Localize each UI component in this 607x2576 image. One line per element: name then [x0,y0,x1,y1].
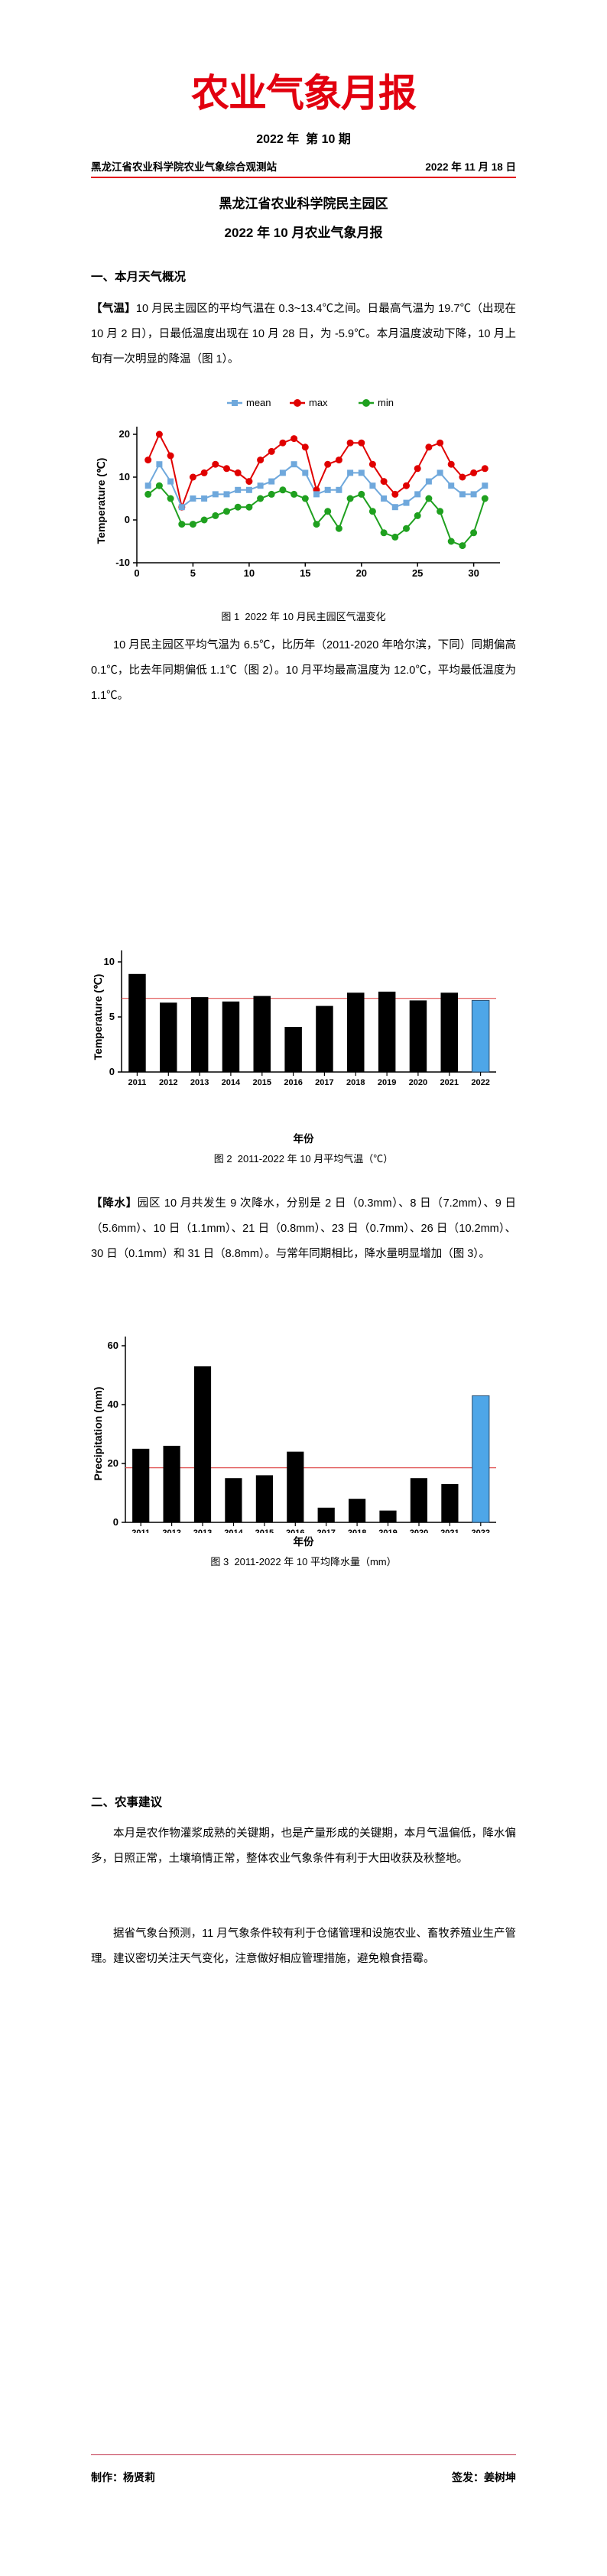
svg-text:-10: -10 [115,557,130,568]
svg-text:2020: 2020 [409,1078,427,1087]
svg-text:2014: 2014 [222,1078,241,1087]
svg-text:2017: 2017 [315,1078,333,1087]
svg-text:2016: 2016 [284,1078,302,1087]
svg-text:max: max [309,397,328,408]
svg-text:min: min [378,397,394,408]
svg-text:15: 15 [300,567,310,579]
svg-text:0: 0 [109,1066,115,1077]
svg-text:Precipitation (mm): Precipitation (mm) [92,1387,104,1481]
svg-text:5: 5 [190,567,196,579]
svg-text:2022: 2022 [471,1078,489,1087]
svg-text:5: 5 [109,1011,115,1022]
svg-text:10: 10 [244,567,255,579]
svg-text:20: 20 [356,567,367,579]
svg-text:20: 20 [119,428,130,440]
svg-text:Temperature (℃): Temperature (℃) [95,458,107,544]
svg-text:60: 60 [108,1340,118,1351]
svg-text:2011: 2011 [128,1078,146,1087]
svg-text:10: 10 [119,471,130,482]
svg-text:0: 0 [125,514,130,525]
svg-text:20: 20 [108,1457,118,1469]
svg-text:0: 0 [134,567,139,579]
svg-text:Temperature (℃): Temperature (℃) [92,974,104,1061]
svg-text:2012: 2012 [159,1078,177,1087]
svg-text:2021: 2021 [440,1078,459,1087]
svg-text:mean: mean [246,397,271,408]
svg-text:2015: 2015 [253,1078,271,1087]
svg-text:40: 40 [108,1398,118,1410]
svg-text:10: 10 [104,956,115,967]
svg-text:2018: 2018 [346,1078,365,1087]
svg-text:0: 0 [113,1516,118,1528]
svg-text:30: 30 [468,567,479,579]
svg-text:2019: 2019 [378,1078,396,1087]
svg-text:2013: 2013 [190,1078,209,1087]
svg-text:25: 25 [412,567,423,579]
